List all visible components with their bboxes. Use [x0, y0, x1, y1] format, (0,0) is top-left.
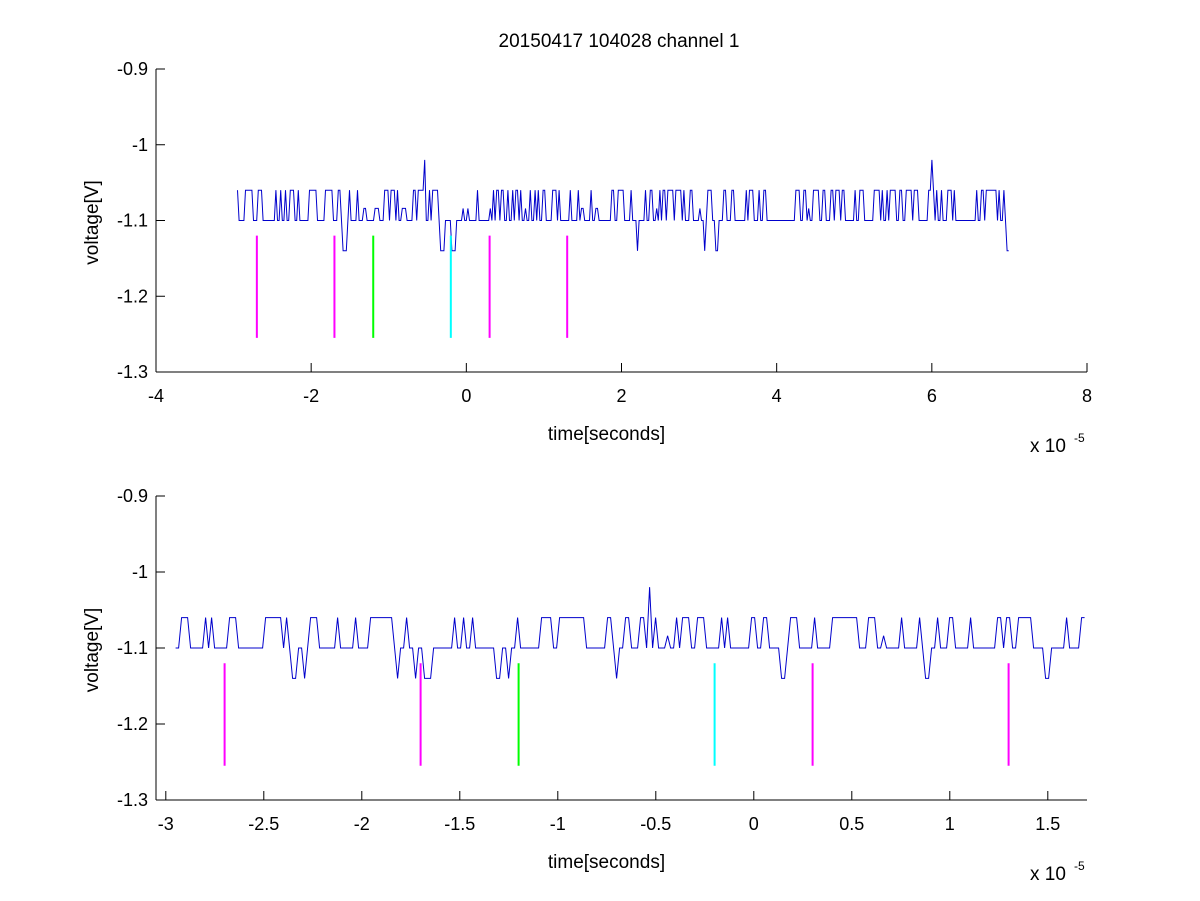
y-tick-label: -1	[132, 135, 148, 155]
x-axis-multiplier-exponent: -5	[1074, 431, 1085, 445]
x-tick-label: -4	[148, 386, 164, 406]
x-tick-label: -0.5	[640, 814, 671, 834]
y-tick-label: -1	[132, 562, 148, 582]
x-axis-multiplier-exponent: -5	[1074, 859, 1085, 873]
x-tick-label: 0	[461, 386, 471, 406]
x-tick-label: -2	[303, 386, 319, 406]
x-axis-label: time[seconds]	[548, 852, 665, 873]
x-axis-label: time[seconds]	[548, 424, 665, 445]
y-tick-label: -0.9	[117, 59, 148, 79]
x-tick-label: 2	[616, 386, 626, 406]
signal-trace	[237, 159, 1009, 252]
x-tick-label: -2	[354, 814, 370, 834]
x-tick-label: 1.5	[1035, 814, 1060, 834]
y-tick-label: -1.3	[117, 790, 148, 810]
x-tick-label: 8	[1082, 386, 1092, 406]
x-tick-label: -1	[550, 814, 566, 834]
x-tick-label: 0	[749, 814, 759, 834]
x-tick-label: -2.5	[248, 814, 279, 834]
x-tick-label: 1	[945, 814, 955, 834]
x-axis-multiplier: x 10	[1030, 864, 1066, 885]
y-tick-label: -1.3	[117, 362, 148, 382]
x-axis-multiplier: x 10	[1030, 436, 1066, 457]
bottom-plot: -1.3 -1.2 -1.1 -1 -0.9 -3 -2.5 -2 -1.5 -1 -0.5 0 0.5…	[82, 486, 1087, 885]
x-tick-label: -3	[158, 814, 174, 834]
x-tick-label: -1.5	[444, 814, 475, 834]
y-tick-label: -1.2	[117, 714, 148, 734]
y-axis-label: voltage[V]	[82, 180, 103, 265]
y-tick-label: -1.1	[117, 638, 148, 658]
top-plot: -1.3 -1.2 -1.1 -1 -0.9 -4 -2 0 2 4 6 8 time[seconds]…	[82, 59, 1092, 457]
y-tick-label: -1.1	[117, 211, 148, 231]
y-axis-label: voltage[V]	[82, 608, 103, 693]
x-tick-label: 0.5	[839, 814, 864, 834]
x-tick-label: 4	[772, 386, 782, 406]
x-tick-label: 6	[927, 386, 937, 406]
y-tick-label: -0.9	[117, 486, 148, 506]
signal-trace	[175, 587, 1085, 679]
chart-title: 20150417 104028 channel 1	[499, 31, 740, 52]
y-tick-label: -1.2	[117, 286, 148, 306]
